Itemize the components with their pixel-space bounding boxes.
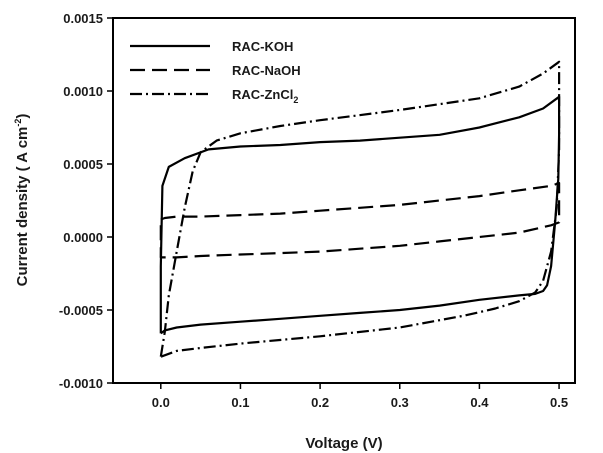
legend-label-naoh: RAC-NaOH	[232, 63, 301, 78]
y-axis-ticks: -0.0010 -0.0005 0.0000 0.0005 0.0010 0.0015	[59, 11, 113, 391]
legend-label-zncl2: RAC-ZnCl2	[232, 87, 298, 105]
legend-label-zncl2-sub: 2	[293, 95, 298, 105]
x-axis-title: Voltage (V)	[305, 435, 382, 452]
legend-label-zncl2-main: RAC-ZnCl	[232, 87, 293, 102]
y-tick-label: 0.0010	[63, 84, 103, 99]
legend-label-koh: RAC-KOH	[232, 39, 293, 54]
y-tick-label: 0.0000	[63, 230, 103, 245]
x-tick-label: 0.1	[231, 395, 249, 410]
series-layer	[159, 60, 561, 358]
y-axis-title-sup: -2	[13, 119, 23, 127]
legend: RAC-KOH RAC-NaOH RAC-ZnCl2	[130, 39, 301, 105]
y-tick-label: -0.0005	[59, 303, 103, 318]
y-tick-label: 0.0005	[63, 157, 103, 172]
x-tick-label: 0.3	[391, 395, 409, 410]
y-tick-label: 0.0015	[63, 11, 103, 26]
series-line-rac-zncl2	[159, 60, 561, 358]
x-tick-label: 0.0	[152, 395, 170, 410]
y-axis-title-end: )	[14, 114, 31, 119]
y-tick-label: -0.0010	[59, 376, 103, 391]
x-tick-label: 0.5	[550, 395, 568, 410]
x-tick-label: 0.2	[311, 395, 329, 410]
x-axis-ticks: 0.0 0.1 0.2 0.3 0.4 0.5	[152, 383, 568, 410]
x-tick-label: 0.4	[470, 395, 489, 410]
y-axis-title: Current density ( A cm-2)	[13, 114, 31, 287]
series-line-rac-naoh	[159, 181, 561, 259]
series-line-rac-koh	[159, 95, 561, 335]
y-axis-title-main: Current density ( A cm	[14, 127, 31, 287]
plot-frame	[112, 17, 576, 384]
plot-area: 0.0 0.1 0.2 0.3 0.4 0.5 -0.0010 -0.0005 0.0000 0…	[59, 11, 576, 410]
